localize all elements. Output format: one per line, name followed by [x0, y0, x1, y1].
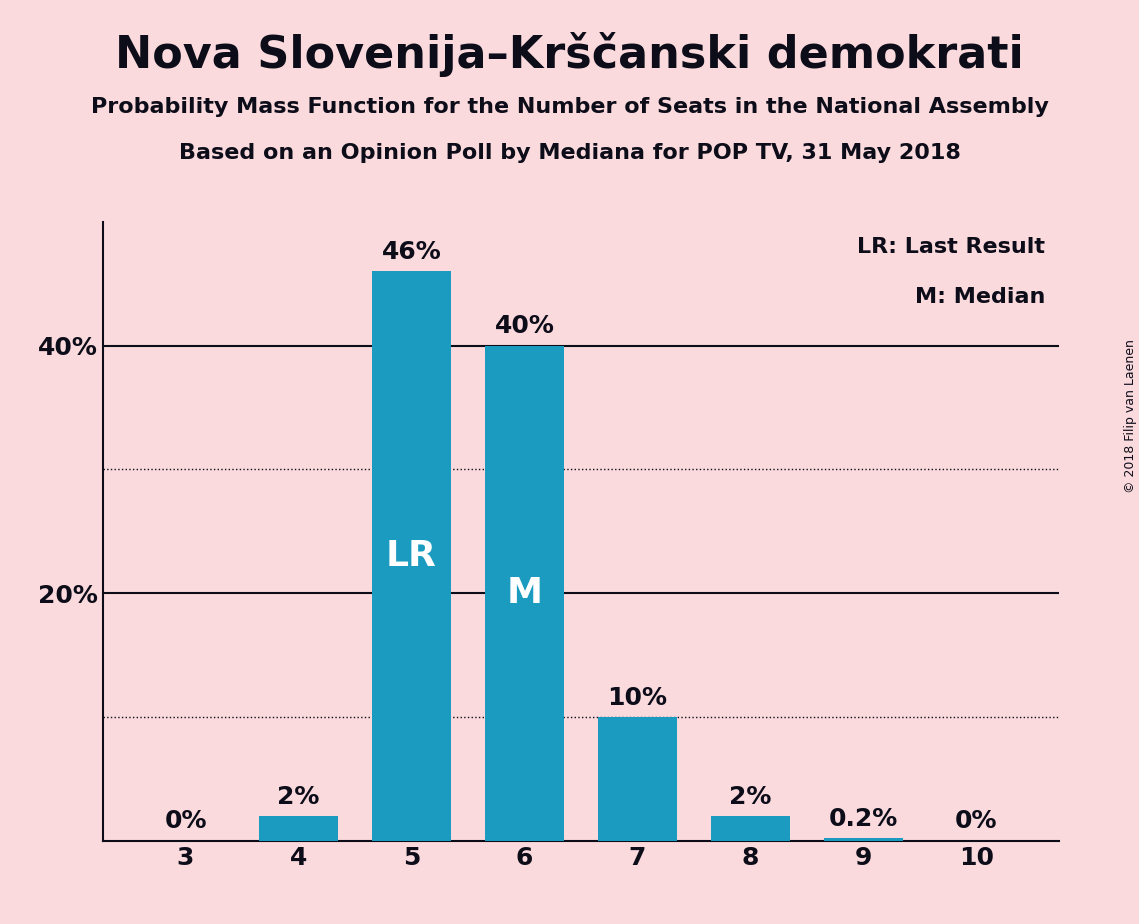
- Text: © 2018 Filip van Laenen: © 2018 Filip van Laenen: [1124, 339, 1137, 492]
- Text: 46%: 46%: [382, 240, 441, 264]
- Text: 2%: 2%: [729, 784, 771, 808]
- Text: 40%: 40%: [494, 314, 555, 338]
- Bar: [372, 272, 451, 841]
- Text: LR: LR: [386, 539, 437, 573]
- Bar: [823, 838, 903, 841]
- Text: 0%: 0%: [954, 809, 998, 833]
- Bar: [259, 816, 338, 841]
- Text: 0%: 0%: [164, 809, 207, 833]
- Text: Probability Mass Function for the Number of Seats in the National Assembly: Probability Mass Function for the Number…: [91, 97, 1048, 117]
- Bar: [711, 816, 789, 841]
- Bar: [598, 717, 677, 841]
- Bar: [485, 346, 564, 841]
- Text: Nova Slovenija–Krščanski demokrati: Nova Slovenija–Krščanski demokrati: [115, 32, 1024, 78]
- Text: M: Median: M: Median: [915, 286, 1044, 307]
- Text: 2%: 2%: [277, 784, 320, 808]
- Text: 10%: 10%: [607, 686, 667, 710]
- Text: LR: Last Result: LR: Last Result: [857, 237, 1044, 257]
- Text: 0.2%: 0.2%: [829, 807, 898, 831]
- Text: M: M: [507, 577, 542, 610]
- Text: Based on an Opinion Poll by Mediana for POP TV, 31 May 2018: Based on an Opinion Poll by Mediana for …: [179, 143, 960, 164]
